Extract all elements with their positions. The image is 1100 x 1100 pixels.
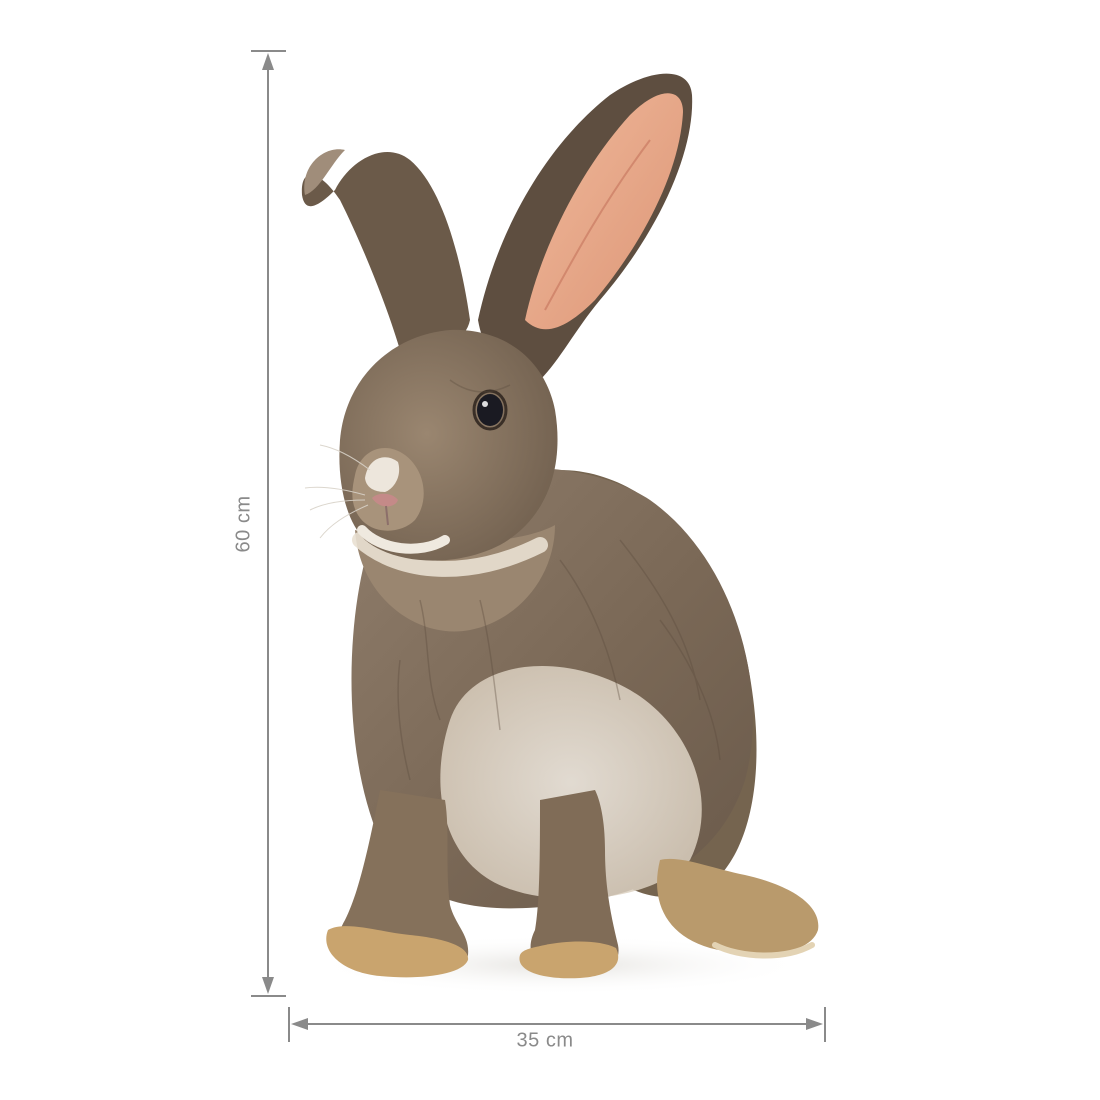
- rabbit-whiskers: [304, 444, 371, 539]
- rabbit-eye-highlight: [482, 401, 488, 407]
- rabbit-front-paw-right: [519, 941, 619, 979]
- rabbit-front-paw-left: [326, 926, 469, 978]
- height-arrow-down-icon: [262, 977, 274, 994]
- rabbit-eye: [477, 394, 503, 426]
- rabbit-back-foot: [657, 858, 819, 955]
- rabbit-ear-left: [301, 151, 470, 354]
- width-arrow-left-icon: [291, 1018, 308, 1030]
- rabbit-ear-right-inner: [525, 93, 683, 330]
- rabbit-fur-texture: [397, 379, 721, 781]
- rabbit-nose: [372, 493, 398, 507]
- height-dimension: [251, 50, 286, 997]
- width-arrow-right-icon: [806, 1018, 823, 1030]
- rabbit-eye-rim: [472, 389, 508, 431]
- rabbit-ear-left-tip: [304, 149, 345, 195]
- rabbit-front-leg-right: [530, 790, 619, 976]
- rabbit-belly: [440, 666, 702, 899]
- rabbit: [301, 73, 819, 995]
- rabbit-back-foot-toes: [712, 942, 815, 959]
- height-arrow-up-icon: [262, 53, 274, 70]
- width-dimension: [288, 1007, 826, 1042]
- rabbit-chin: [357, 525, 450, 554]
- height-label: 60 cm: [232, 495, 255, 553]
- width-label: 35 cm: [516, 1029, 574, 1052]
- rabbit-collar-light: [352, 532, 548, 577]
- rabbit-ear-right-vein: [544, 139, 651, 311]
- rabbit-mouth: [385, 505, 389, 526]
- rabbit-nose-blaze: [365, 457, 400, 492]
